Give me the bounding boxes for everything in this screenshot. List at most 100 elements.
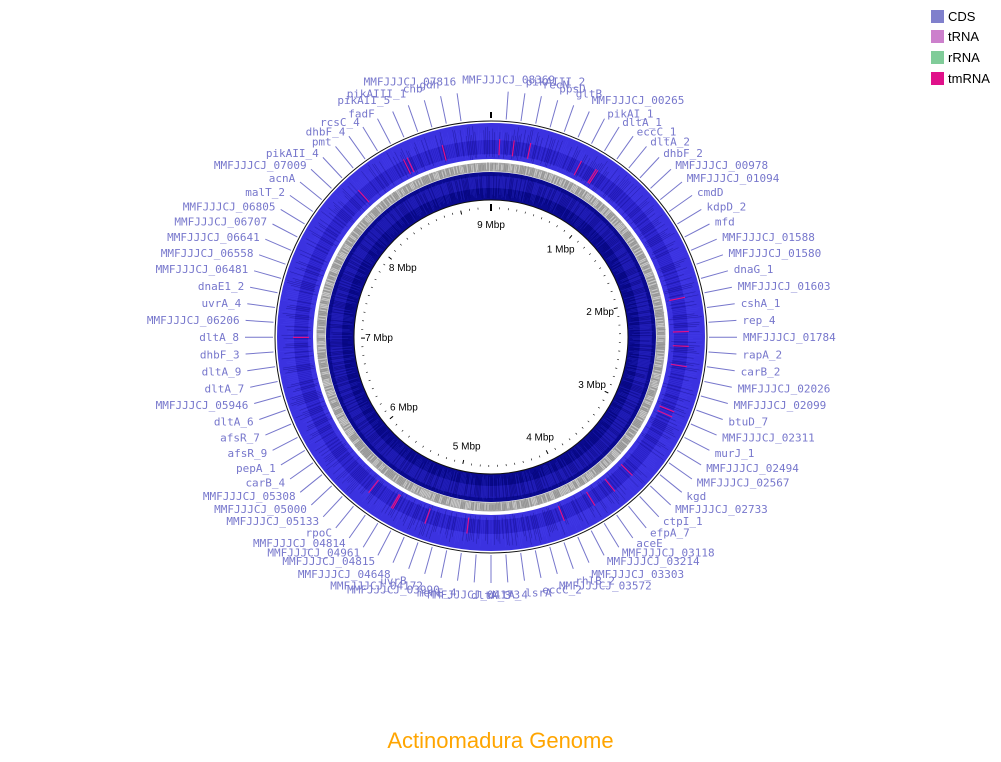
gene-label: carB_4 — [245, 476, 285, 489]
legend-swatch-cds — [931, 9, 944, 23]
gene-label: MMFJJJCJ_01094 — [687, 172, 780, 185]
gene-label: gdh — [420, 78, 440, 91]
gene-leader-line — [362, 126, 378, 152]
gene-leader-line — [700, 395, 728, 404]
gene-label: MMFJJJCJ_00978 — [675, 159, 768, 172]
gene-leader-line — [676, 449, 702, 466]
tick-label: 7 Mbp — [365, 333, 393, 344]
gene-label: ppsD — [559, 82, 586, 95]
gene-label: MMFJJJCJ_06707 — [174, 215, 267, 228]
gene-leader-line — [392, 536, 405, 563]
gene-leader-line — [708, 351, 737, 355]
gene-leader-line — [520, 93, 526, 122]
gene-leader-line — [265, 238, 292, 251]
gene-leader-line — [677, 208, 702, 225]
gene-leader-line — [704, 286, 733, 294]
gene-label: MMFJJJCJ_01580 — [729, 247, 822, 260]
gene-label: lsrA — [525, 587, 552, 600]
gene-label: murJ_1 — [715, 447, 755, 460]
gene-leader-line — [272, 436, 298, 451]
gene-label: MMFJJJCJ_06481 — [156, 263, 249, 276]
gene-label: MMFJJJCJ_01784 — [743, 331, 836, 344]
gene-label: MMFJJJCJ_08369 — [462, 74, 555, 87]
gene-label: dhbF_4 — [306, 125, 346, 138]
gene-leader-line — [299, 181, 323, 200]
gene-label: menE_4 — [417, 587, 457, 600]
tick-label: 2 Mbp — [586, 307, 614, 318]
gene-leader-line — [659, 181, 683, 200]
legend-swatch-rrna — [931, 50, 944, 64]
gene-leader-line — [335, 505, 354, 529]
gene-label: eccC_2 — [542, 584, 582, 597]
legend-label-trna: tRNA — [948, 29, 980, 45]
gene-leader-line — [253, 270, 282, 279]
gene-leader-line — [280, 208, 305, 225]
gene-label: MMFJJJCJ_07816 — [364, 75, 457, 88]
gene-leader-line — [362, 523, 379, 548]
gene-leader-line — [249, 286, 278, 294]
gene-leader-line — [706, 366, 735, 372]
gene-leader-line — [696, 254, 724, 265]
gene-leader-line — [310, 168, 332, 189]
gene-label: MMFJJJCJ_02311 — [722, 432, 815, 445]
gene-leader-line — [245, 351, 274, 355]
gene-leader-line — [520, 552, 525, 581]
genome-rings — [274, 120, 708, 554]
gene-leader-line — [299, 474, 323, 493]
gene-label-lines — [245, 91, 737, 583]
gene-leader-line — [377, 530, 392, 556]
gene-leader-line — [616, 514, 634, 539]
gene-label: uvrA_4 — [202, 297, 242, 310]
legend-swatch-tmrna — [931, 71, 944, 85]
gene-leader-line — [310, 485, 333, 506]
gene-label: dltA_2 — [650, 136, 690, 149]
gene-label: MMFJJJCJ_03572 — [559, 580, 652, 593]
gene-leader-line — [659, 474, 683, 493]
gene-label: afsR_7 — [220, 432, 260, 445]
gene-label: afsR_9 — [228, 447, 268, 460]
gene-leader-line — [440, 550, 448, 579]
gene-label: kdpD_2 — [707, 200, 747, 213]
gene-label: acnA — [269, 172, 296, 185]
gene-label: dltA_9 — [202, 366, 242, 379]
tick-label: 1 Mbp — [547, 244, 575, 255]
gene-label: cshA_1 — [741, 297, 781, 310]
gene-label: MMFJJJCJ_02567 — [697, 476, 790, 489]
gene-leader-line — [708, 319, 737, 323]
tick-label: 5 Mbp — [453, 441, 481, 452]
band-texture — [279, 125, 703, 547]
gene-label: MMFJJJCJ_05000 — [214, 503, 307, 516]
gene-label: dltA_8 — [199, 331, 239, 344]
gene-leader-line — [289, 462, 314, 480]
gene-leader-line — [322, 157, 343, 179]
gene-label: MMFJJJCJ_07009 — [214, 159, 307, 172]
tick-label: 3 Mbp — [578, 380, 606, 391]
gene-leader-line — [245, 319, 274, 323]
gene-leader-line — [563, 105, 575, 132]
gene-label: btuD_7 — [728, 416, 768, 429]
gene-label: dltA_3 — [471, 589, 511, 602]
inner-boundary-ring — [353, 199, 629, 475]
gene-leader-line — [563, 542, 574, 569]
legend-label-cds: CDS — [948, 8, 976, 24]
gene-label: MMFJJJCJ_05946 — [156, 399, 249, 412]
gene-label: dhbF_2 — [663, 147, 703, 160]
legend-label-rrna: rRNA — [948, 49, 980, 65]
legend: CDS tRNA rRNA tmRNA — [931, 6, 990, 88]
gene-leader-line — [590, 530, 605, 556]
gene-leader-line — [649, 485, 672, 506]
gene-leader-line — [577, 111, 590, 138]
legend-item-tmrna: tmRNA — [931, 68, 990, 89]
gene-leader-line — [280, 449, 306, 466]
gene-label: MMFJJJCJ_05133 — [226, 515, 319, 528]
gene-label: MMFJJJCJ_06206 — [147, 314, 240, 327]
gene-label: MMFJJJCJ_03118 — [622, 546, 715, 559]
gene-leader-line — [535, 96, 542, 124]
gene-label: malT_2 — [245, 186, 285, 199]
gene-leader-line — [250, 381, 278, 388]
gene-leader-line — [348, 514, 366, 539]
gene-leader-line — [604, 126, 620, 152]
gene-leader-line — [407, 105, 419, 132]
gene-leader-line — [534, 550, 542, 579]
gene-leader-line — [473, 554, 477, 583]
